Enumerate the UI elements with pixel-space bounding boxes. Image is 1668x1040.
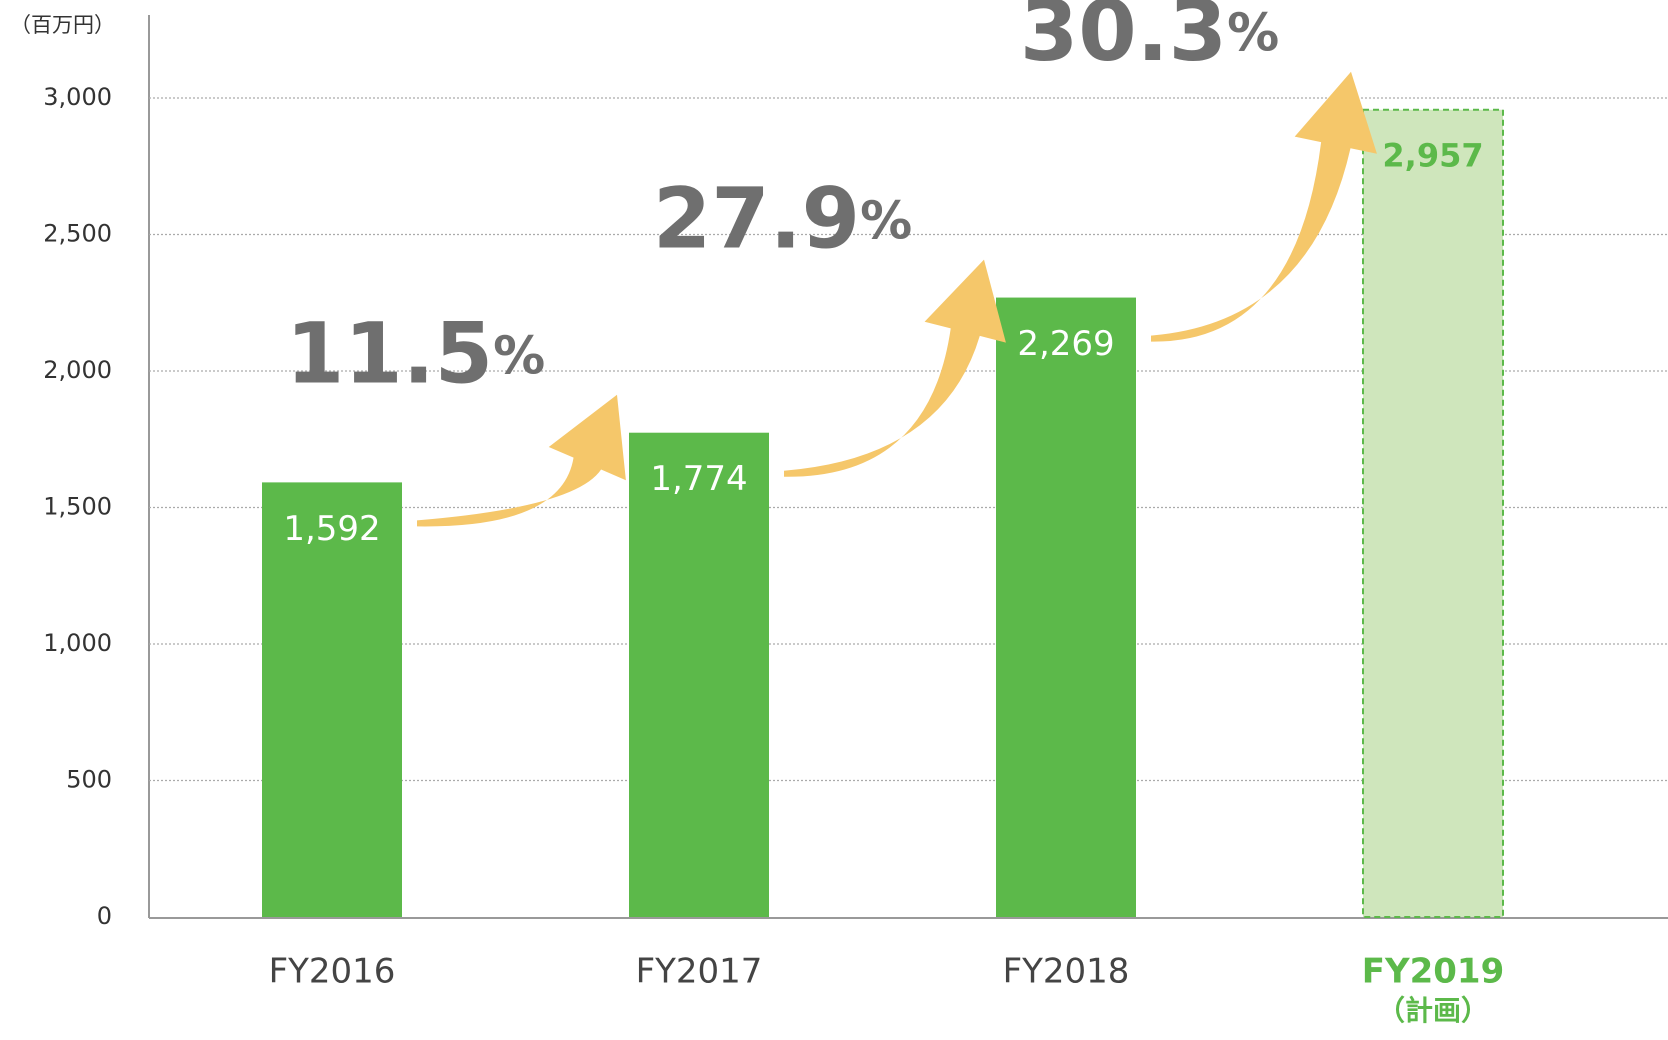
growth-annotation: 27.9%	[653, 170, 912, 268]
y-tick-label: 1,000	[43, 629, 112, 657]
growth-arrow	[417, 394, 626, 527]
x-tick-label: FY2018	[1003, 952, 1130, 992]
value-label: 1,774	[650, 459, 747, 499]
growth-annotation: 30.3%	[1020, 0, 1279, 80]
bar	[1362, 108, 1504, 918]
x-tick-label: FY2016	[269, 952, 396, 992]
growth-value: 11.5	[286, 305, 493, 403]
bar	[629, 432, 769, 917]
y-tick-label: 2,500	[43, 220, 112, 248]
x-tick-label: FY2019	[1362, 952, 1504, 992]
growth-unit: %	[860, 192, 912, 252]
y-tick-label: 2,000	[43, 356, 112, 384]
growth-unit: %	[493, 327, 545, 387]
growth-arrow	[1151, 71, 1377, 342]
y-tick-label: 1,500	[43, 493, 112, 521]
value-label: 2,957	[1382, 137, 1483, 175]
growth-arrow	[784, 259, 1006, 477]
growth-value: 30.3	[1020, 0, 1227, 80]
bar	[262, 482, 402, 917]
x-tick-note: （計画）	[1377, 994, 1489, 1027]
y-tick-label: 3,000	[43, 83, 112, 111]
growth-unit: %	[1227, 4, 1279, 64]
x-tick-label: FY2017	[636, 952, 763, 992]
value-label: 2,269	[1017, 324, 1114, 364]
growth-annotation: 11.5%	[286, 305, 545, 403]
growth-value: 27.9	[653, 170, 860, 268]
y-unit: （百万円）	[10, 13, 115, 37]
y-tick-label: 0	[97, 902, 112, 930]
value-label: 1,592	[283, 509, 380, 549]
bar	[996, 297, 1136, 917]
y-tick-label: 500	[66, 766, 112, 794]
